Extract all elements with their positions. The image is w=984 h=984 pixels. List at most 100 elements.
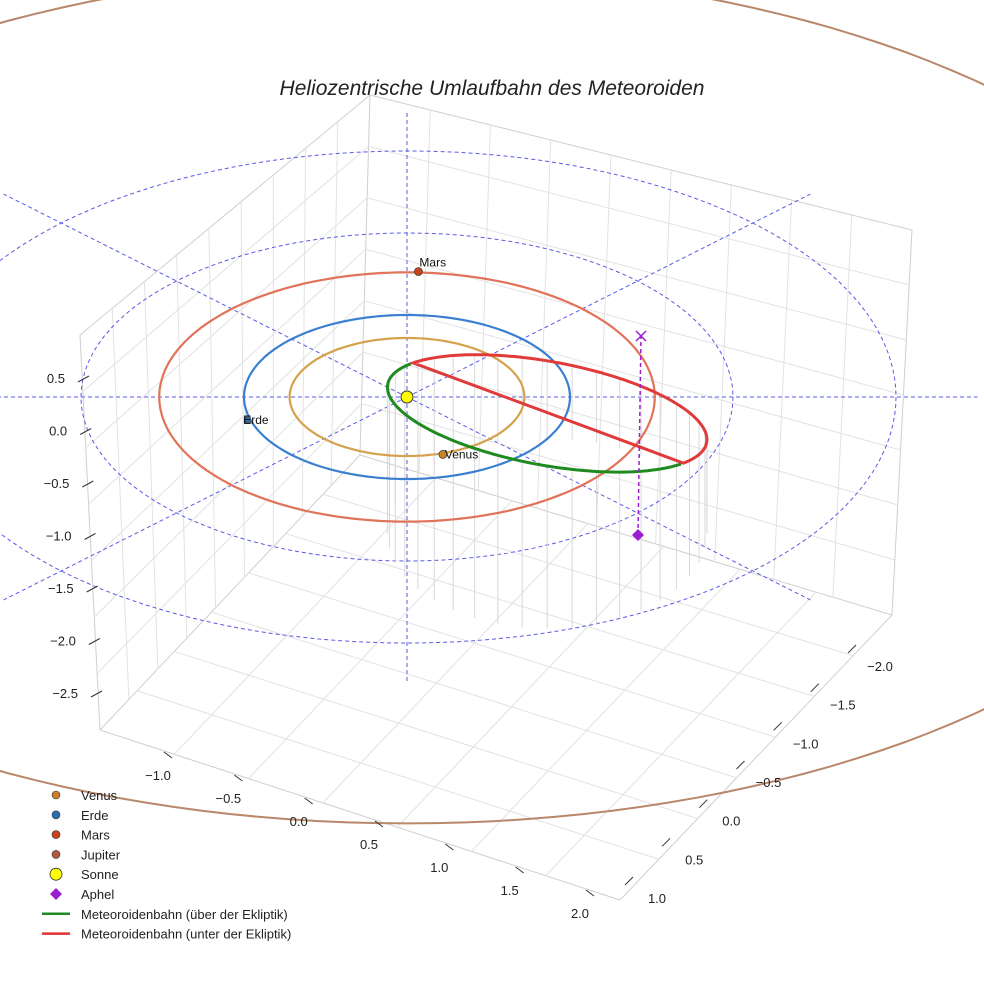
aphel-drop-line (637, 335, 642, 536)
meteoroid-orbit-above (385, 362, 682, 474)
grid-line (536, 139, 552, 509)
venus-marker (438, 450, 448, 459)
box-edge-2 (619, 614, 893, 901)
grid-line (176, 254, 188, 639)
grid-line (471, 568, 741, 852)
x-tick-label: −1.0 (145, 768, 171, 783)
grid-line (88, 248, 367, 505)
legend-label: Jupiter (81, 847, 121, 862)
orbit-mars (158, 271, 656, 523)
reference-circles (0, 110, 978, 684)
orbit-venus (288, 336, 526, 458)
legend-label: Meteoroidenbahn (unter der Ekliptik) (81, 927, 291, 942)
y-tick-label: −1.0 (793, 736, 819, 751)
legend-label: Aphel (81, 887, 114, 902)
reference-spoke (3, 193, 408, 398)
x-tick-label: 1.5 (501, 883, 519, 898)
y-tick-mark (810, 683, 820, 693)
grid-line (240, 201, 245, 578)
grid-line (418, 109, 431, 473)
x-tick-mark (304, 797, 313, 805)
z-tick-mark (82, 480, 94, 488)
chart-title: Heliozentrische Umlaufbahn des Meteoroid… (280, 77, 705, 100)
z-tick-label: −1.5 (48, 581, 74, 596)
grid-line (714, 184, 732, 562)
grid-line (545, 591, 817, 877)
y-tick-label: −2.0 (867, 659, 893, 674)
y-tick-mark (773, 721, 783, 731)
aphel-marker (632, 529, 644, 541)
x-tick-label: 0.5 (360, 837, 378, 852)
legend-label: Erde (81, 808, 108, 823)
grid-lines (82, 109, 910, 877)
y-tick-label: −1.5 (830, 698, 856, 713)
grid-line (832, 214, 853, 598)
meteoroid-orbit-below (408, 353, 709, 465)
grid-line (96, 403, 362, 674)
reference-spoke (3, 396, 408, 601)
x-tick-mark (515, 866, 524, 874)
markers: Venus Erde Mars (243, 256, 647, 541)
sun-marker (400, 390, 414, 404)
grid-line (211, 611, 737, 779)
grid-line (365, 248, 904, 396)
x-tick-mark (585, 889, 595, 897)
x-tick-label: 2.0 (571, 906, 589, 921)
y-tick-label: 0.5 (685, 852, 703, 867)
y-tick-mark (698, 799, 708, 809)
legend-swatch (51, 790, 61, 800)
mars-label: Mars (419, 256, 446, 270)
x-tick-mark (445, 843, 454, 851)
grid-line (85, 197, 368, 449)
z-tick-label: 0.0 (49, 424, 67, 439)
box-edge-4 (369, 94, 913, 231)
legend-label: Venus (81, 788, 118, 803)
venus-label: Venus (445, 447, 478, 461)
grid-line (143, 281, 159, 669)
grid-line (285, 533, 815, 697)
box-edge-6 (99, 454, 361, 731)
z-tick-mark (84, 533, 96, 540)
y-tick-label: 0.0 (722, 814, 740, 829)
box-edge-1 (99, 729, 621, 901)
grid-line (367, 197, 907, 341)
x-tick-mark (234, 774, 243, 782)
orbit-jupiter (0, 0, 984, 825)
axis-ticks: 0.5 0.0 −0.5 −1.0 −1.5 −2.0 −2.5 −1.0 −0.5 0.0 0.5… (44, 371, 893, 921)
grid-line (773, 199, 793, 580)
planet-orbits (0, 0, 984, 825)
grid-line (361, 403, 895, 561)
x-tick-label: 0.0 (290, 814, 308, 829)
y-tick-mark (736, 760, 745, 770)
z-tick-label: −1.0 (46, 529, 72, 544)
legend-swatch (51, 850, 61, 859)
orbit-erde (242, 313, 572, 481)
grid-line (136, 690, 660, 860)
earth-marker (243, 416, 251, 424)
z-tick-mark (88, 638, 101, 645)
grid-line (364, 300, 901, 451)
grid-line (174, 650, 698, 820)
y-tick-mark (847, 644, 857, 654)
y-tick-label: 1.0 (648, 891, 666, 906)
grid-line (173, 477, 437, 755)
grid-line (477, 124, 491, 491)
z-tick-mark (79, 428, 92, 435)
grid-line (301, 148, 307, 517)
reference-circle (80, 232, 734, 562)
reference-circle (0, 150, 897, 644)
legend-label: Mars (81, 828, 110, 843)
z-tick-mark (90, 690, 103, 698)
y-tick-label: −0.5 (756, 775, 782, 790)
legend-label: Sonne (81, 867, 119, 882)
grid-line (330, 121, 339, 486)
z-tick-label: −2.5 (52, 686, 78, 701)
box-edge-7 (359, 454, 893, 616)
reference-spoke (406, 193, 811, 398)
box-edge-3 (79, 94, 371, 336)
axes-box (79, 94, 913, 901)
legend-label: Meteoroidenbahn (über der Ekliptik) (81, 907, 288, 922)
x-tick-label: 1.0 (430, 860, 448, 875)
reference-spoke (406, 396, 811, 601)
